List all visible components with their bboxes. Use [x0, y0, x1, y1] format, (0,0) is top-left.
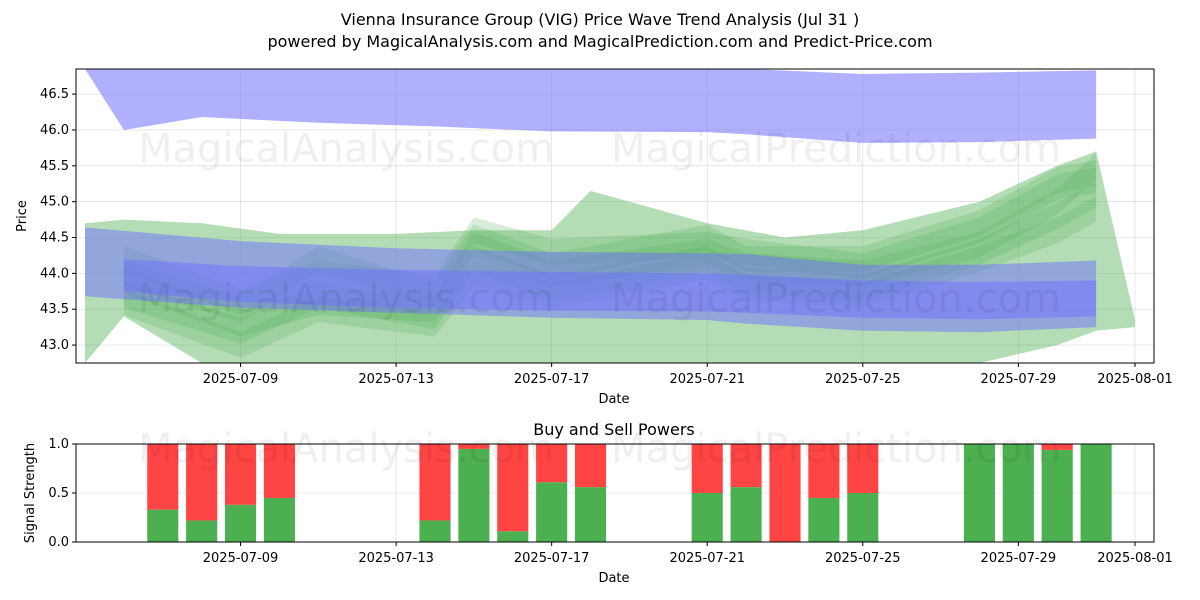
watermark-analysis-bottom: MagicalAnalysis.com — [138, 426, 554, 472]
sell-power-bar — [263, 444, 295, 498]
signal-x-axis-label: Date — [598, 571, 629, 586]
price-x-tick-label: 2025-08-01 — [1097, 372, 1173, 387]
signal-x-tick-label: 2025-07-29 — [981, 551, 1057, 566]
price-x-tick-label: 2025-07-09 — [203, 372, 279, 387]
price-x-axis-label: Date — [598, 392, 629, 407]
sell-power-bar — [458, 444, 490, 449]
buy-power-bar — [1080, 444, 1112, 542]
price-y-tick-label: 45.5 — [40, 159, 69, 174]
sell-power-bar — [769, 444, 801, 542]
sell-power-bar — [186, 444, 218, 521]
buy-power-bar — [730, 487, 762, 542]
signal-x-tick-label: 2025-07-13 — [358, 551, 434, 566]
price-bands — [85, 69, 1135, 363]
price-x-tick-label: 2025-07-17 — [514, 372, 590, 387]
price-x-tick-label: 2025-07-13 — [358, 372, 434, 387]
sell-power-bar — [497, 444, 529, 532]
signal-y-tick-label: 0.0 — [48, 535, 69, 550]
blue-trend-band — [123, 259, 1097, 320]
price-y-tick-label: 43.5 — [40, 302, 69, 317]
signal-y-tick-label: 0.5 — [48, 486, 69, 501]
watermark-prediction-mid: MagicalPrediction.com — [611, 276, 1061, 322]
signal-y-axis-label: Signal Strength — [23, 443, 38, 543]
signal-x-tick-label: 2025-07-25 — [825, 551, 901, 566]
buy-power-bar — [458, 448, 490, 542]
signal-x-ticks: 2025-07-09 2025-07-13 2025-07-17 2025-07-21… — [203, 542, 1173, 566]
buy-power-bar — [419, 520, 451, 542]
sell-power-bar — [575, 444, 607, 488]
signal-y-tick-label: 1.0 — [48, 437, 69, 452]
sell-power-bar — [808, 444, 840, 498]
price-y-ticks: 43.0 43.5 44.0 44.5 45.0 45.5 46.0 46.5 — [40, 87, 76, 353]
buy-power-bar — [147, 509, 179, 542]
price-y-tick-label: 46.5 — [40, 87, 69, 102]
buy-power-bar — [575, 487, 607, 542]
price-y-tick-label: 46.0 — [40, 123, 69, 138]
chart-title: Vienna Insurance Group (VIG) Price Wave … — [341, 10, 859, 29]
signal-panel: Buy and Sell Powers MagicalAnalysis.com … — [23, 420, 1173, 586]
price-plot-frame — [75, 68, 1155, 364]
buy-power-bar — [691, 493, 723, 542]
buy-power-bar — [963, 444, 995, 542]
sell-power-bar — [147, 444, 179, 510]
signal-x-tick-label: 2025-08-01 — [1097, 551, 1173, 566]
sell-power-bar — [225, 444, 257, 505]
watermark-prediction-top: MagicalPrediction.com — [611, 126, 1061, 172]
chart-subtitle: powered by MagicalAnalysis.com and Magic… — [267, 32, 932, 51]
buy-power-bar — [808, 497, 840, 542]
watermark-analysis-mid: MagicalAnalysis.com — [138, 276, 554, 322]
sell-power-bar — [1041, 444, 1073, 450]
blue-trend-band — [85, 69, 1097, 143]
buy-power-bar — [186, 520, 218, 542]
sell-power-bar — [691, 444, 723, 493]
green-wave-band — [123, 152, 1097, 337]
price-y-tick-label: 44.0 — [40, 266, 69, 281]
buy-power-bar — [225, 504, 257, 542]
signal-y-ticks: 0.0 0.5 1.0 — [48, 437, 76, 550]
sell-power-bar — [730, 444, 762, 488]
price-y-tick-label: 43.0 — [40, 338, 69, 353]
price-x-tick-label: 2025-07-21 — [669, 372, 745, 387]
signal-bars — [147, 444, 1112, 542]
sell-power-bar — [847, 444, 879, 493]
price-y-tick-label: 45.0 — [40, 195, 69, 210]
buy-power-bar — [1002, 444, 1034, 542]
signal-x-tick-label: 2025-07-17 — [514, 551, 590, 566]
watermark-analysis-top: MagicalAnalysis.com — [138, 126, 554, 172]
price-y-tick-label: 44.5 — [40, 231, 69, 246]
buy-power-bar — [536, 482, 568, 542]
signal-x-tick-label: 2025-07-21 — [669, 551, 745, 566]
watermark-prediction-bottom: MagicalPrediction.com — [611, 426, 1061, 472]
sell-power-bar — [536, 444, 568, 483]
signal-title: Buy and Sell Powers — [533, 420, 695, 439]
price-panel: MagicalAnalysis.com MagicalPrediction.co… — [15, 68, 1173, 407]
price-y-axis-label: Price — [15, 200, 30, 232]
buy-power-bar — [1041, 449, 1073, 542]
signal-x-tick-label: 2025-07-09 — [203, 551, 279, 566]
price-x-tick-label: 2025-07-25 — [825, 372, 901, 387]
buy-power-bar — [263, 497, 295, 542]
buy-power-bar — [847, 493, 879, 542]
sell-power-bar — [419, 444, 451, 521]
price-x-ticks: 2025-07-09 2025-07-13 2025-07-17 2025-07-21… — [203, 363, 1173, 387]
price-x-tick-label: 2025-07-29 — [981, 372, 1057, 387]
buy-power-bar — [497, 531, 529, 542]
